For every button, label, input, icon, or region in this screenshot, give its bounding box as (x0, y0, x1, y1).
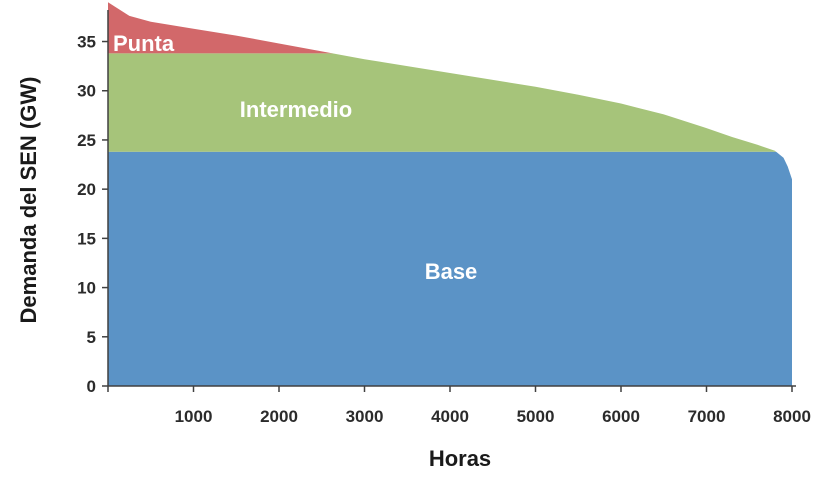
x-axis-title: Horas (429, 446, 491, 471)
y-tick-label: 5 (87, 328, 96, 347)
x-tick-label: 3000 (346, 407, 384, 426)
y-tick-label: 25 (77, 131, 96, 150)
y-tick-label: 30 (77, 82, 96, 101)
y-tick-label: 0 (87, 377, 96, 396)
y-axis-title: Demanda del SEN (GW) (16, 77, 41, 324)
x-tick-label: 8000 (773, 407, 811, 426)
x-tick-label: 7000 (688, 407, 726, 426)
band-intermedio (108, 53, 792, 152)
band-base (108, 151, 792, 386)
x-tick-label: 2000 (260, 407, 298, 426)
y-tick-label: 15 (77, 229, 96, 248)
x-ticks: 1000 2000 3000 4000 5000 6000 7000 8000 (107, 386, 811, 426)
x-tick-label: 5000 (517, 407, 555, 426)
x-tick-label: 1000 (175, 407, 213, 426)
band-punta (108, 2, 792, 54)
area-bands (108, 2, 792, 386)
y-tick-label: 20 (77, 180, 96, 199)
x-tick-label: 4000 (431, 407, 469, 426)
x-tick-label: 6000 (602, 407, 640, 426)
y-ticks: 0 5 10 15 20 25 30 35 (77, 33, 108, 396)
label-intermedio: Intermedio (240, 97, 352, 122)
axes: 0 5 10 15 20 25 30 35 1000 2000 3000 4000 5000 6000 7… (77, 10, 811, 426)
label-punta: Punta (113, 31, 175, 56)
y-tick-label: 35 (77, 33, 96, 52)
label-base: Base (425, 259, 478, 284)
y-tick-label: 10 (77, 279, 96, 298)
